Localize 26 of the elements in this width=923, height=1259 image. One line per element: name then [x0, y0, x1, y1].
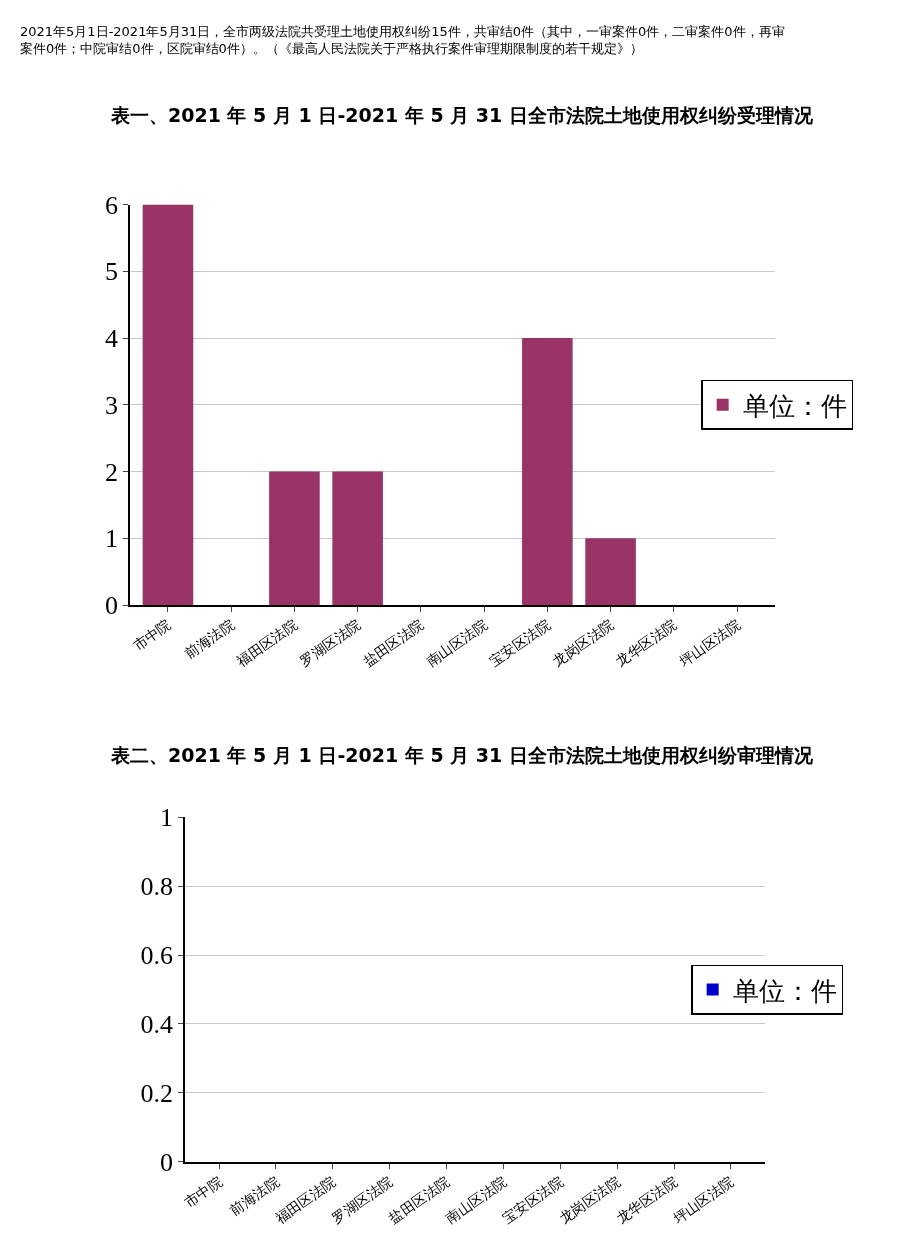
- y-tick-label: 0.8: [140, 872, 174, 902]
- bar: [522, 338, 573, 606]
- bar: [269, 471, 320, 606]
- y-tick-label: 0.2: [140, 1079, 174, 1109]
- chart-title: 表一、2021 年 5 月 1 日-2021 年 5 月 31 日全市法院土地使用权纠纷受理情况: [110, 104, 814, 126]
- y-tick-label: 1: [105, 524, 119, 554]
- y-tick-label: 3: [105, 390, 119, 420]
- y-tick-label: 0.6: [140, 941, 174, 971]
- legend-label: 单位：件: [742, 390, 847, 421]
- text: 2021年5月1日-2021年5月31日，全市两级法院共受理土地使用权纠纷15件，共审结0件（其中，一审案件0件，二审案件0件，再审案件0件；中院审结0件，区院审结0件）。（《最高人民法院关于严格执行案件审理期限制度的若干规定》）: [20, 24, 785, 56]
- y-tick-label: 2: [105, 457, 119, 487]
- x-tick-label: 市中院: [130, 616, 174, 654]
- y-tick-label: 5: [105, 257, 119, 287]
- y-tick-label: 6: [105, 190, 119, 220]
- bar: [332, 471, 383, 606]
- x-tick-label: 市中院: [181, 1173, 225, 1211]
- y-tick-label: 0: [160, 1148, 174, 1178]
- y-tick-label: 0.4: [140, 1010, 174, 1040]
- legend-label: 单位：件: [732, 975, 837, 1006]
- chart-title: 表二、2021 年 5 月 1 日-2021 年 5 月 31 日全市法院土地使用权纠纷审理情况: [110, 744, 814, 766]
- y-tick-label: 0: [105, 591, 119, 621]
- bar: [142, 204, 194, 606]
- y-tick-label: 1: [160, 803, 174, 833]
- bar: [585, 538, 636, 606]
- x-tick-label: 前海法院: [181, 616, 237, 662]
- y-tick-label: 4: [105, 324, 119, 354]
